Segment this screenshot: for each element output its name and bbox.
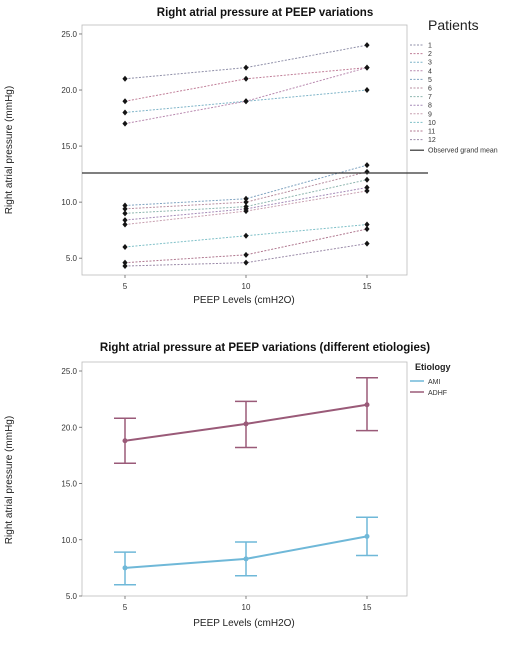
chart2-data-point-ADHF xyxy=(122,438,128,444)
chart1-legend-label-6: 6 xyxy=(428,86,432,93)
chart1-data-point xyxy=(243,208,249,215)
chart1-data-point xyxy=(243,251,249,258)
chart1-series-line-6 xyxy=(124,171,368,210)
chart1-legend-label-7: 7 xyxy=(428,94,432,101)
chart1-data-point xyxy=(122,75,128,82)
chart2-legend-title: Etiology xyxy=(415,362,451,372)
chart1-series-line-12 xyxy=(124,243,368,267)
chart2-data-point-ADHF xyxy=(364,402,370,408)
chart1-series-line-5 xyxy=(124,164,368,206)
chart1-data-point xyxy=(122,263,128,270)
chart1-legend-label-5: 5 xyxy=(428,77,432,84)
chart2-y-axis-label: Right atrial pressure (mmHg) xyxy=(4,416,15,544)
chart1-data-point xyxy=(364,184,370,191)
chart1-x-axis-label: PEEP Levels (cmH2O) xyxy=(193,295,295,306)
chart1-data-point xyxy=(243,199,249,206)
chart1-title: Right atrial pressure at PEEP variations xyxy=(157,7,373,19)
chart1-data-point xyxy=(122,109,128,116)
chart1-y-tick-label: 5.0 xyxy=(66,254,78,263)
chart1-data-point xyxy=(364,42,370,49)
chart1-data-point xyxy=(364,226,370,233)
chart1-data-point xyxy=(364,162,370,169)
chart2-legend-label-AMI: AMI xyxy=(428,379,441,386)
chart1-data-point xyxy=(243,98,249,105)
chart1-data-point xyxy=(243,195,249,202)
chart2-x-axis-label: PEEP Levels (cmH2O) xyxy=(193,618,295,629)
chart1-data-point xyxy=(122,202,128,209)
chart1-series-line-1 xyxy=(124,44,368,80)
chart2-x-tick-label: 5 xyxy=(123,603,128,612)
chart1-data-point xyxy=(122,243,128,250)
chart1-legend-label-3: 3 xyxy=(428,60,432,67)
chart-patients: Right atrial pressure at PEEP variations… xyxy=(4,7,498,306)
chart1-legend-label-grand-mean: Observed grand mean xyxy=(428,148,498,155)
chart1-data-point xyxy=(122,221,128,228)
chart1-data-point xyxy=(243,232,249,239)
chart2-x-tick-label: 15 xyxy=(363,603,372,612)
chart2-plot-area xyxy=(81,361,408,597)
chart2-data-point-AMI xyxy=(243,556,249,562)
chart1-legend-label-11: 11 xyxy=(428,129,435,136)
chart1-data-point xyxy=(364,240,370,247)
chart1-data-point xyxy=(122,205,128,212)
chart1-data-point xyxy=(364,221,370,228)
chart1-legend-label-1: 1 xyxy=(428,43,432,50)
chart1-series-line-9 xyxy=(124,190,368,226)
chart2-data-point-AMI xyxy=(122,565,128,571)
chart2-y-tick-label: 5.0 xyxy=(66,592,78,601)
chart1-data-point xyxy=(364,64,370,71)
chart1-x-tick-label: 5 xyxy=(123,282,128,291)
chart1-legend-label-2: 2 xyxy=(428,51,432,58)
chart1-data-point xyxy=(243,259,249,266)
chart-etiologies: Right atrial pressure at PEEP variations… xyxy=(4,342,451,629)
chart2-data-point-ADHF xyxy=(243,421,249,427)
chart1-series-line-7 xyxy=(124,179,368,214)
chart1-legend-title: Patients xyxy=(428,17,479,33)
chart1-data-point xyxy=(243,64,249,71)
chart1-data-point xyxy=(122,210,128,217)
chart1-x-tick-label: 10 xyxy=(242,282,251,291)
chart1-series-line-8 xyxy=(124,187,368,221)
chart1-y-tick-label: 10.0 xyxy=(61,198,77,207)
chart1-x-tick-label: 15 xyxy=(363,282,372,291)
chart2-y-tick-label: 25.0 xyxy=(61,367,77,376)
chart1-legend-label-8: 8 xyxy=(428,103,432,110)
chart1-data-point xyxy=(122,217,128,224)
chart1-legend-label-9: 9 xyxy=(428,111,432,118)
chart1-data-point xyxy=(364,87,370,94)
chart1-data-point xyxy=(122,98,128,105)
chart1-legend-label-10: 10 xyxy=(428,120,436,127)
chart2-y-tick-label: 10.0 xyxy=(61,536,77,545)
chart1-y-tick-label: 15.0 xyxy=(61,142,77,151)
chart1-y-tick-label: 20.0 xyxy=(61,86,77,95)
chart1-data-point xyxy=(243,75,249,82)
chart1-series-line-11 xyxy=(124,228,368,264)
chart2-x-tick-label: 10 xyxy=(242,603,251,612)
chart1-data-point xyxy=(364,187,370,194)
chart1-data-point xyxy=(122,120,128,127)
chart2-legend: Etiology AMI ADHF xyxy=(410,362,451,397)
chart2-y-tick-label: 20.0 xyxy=(61,423,77,432)
chart1-data-point xyxy=(364,176,370,183)
chart1-plot-area xyxy=(81,24,408,276)
chart2-data-point-AMI xyxy=(364,533,370,539)
chart1-y-tick-label: 25.0 xyxy=(61,30,77,39)
chart1-legend-label-12: 12 xyxy=(428,137,436,144)
chart2-legend-label-ADHF: ADHF xyxy=(428,390,447,397)
chart2-title: Right atrial pressure at PEEP variations… xyxy=(100,342,430,354)
chart1-legend-label-4: 4 xyxy=(428,68,432,75)
chart2-y-tick-label: 15.0 xyxy=(61,480,77,489)
chart1-y-axis-label: Right atrial pressure (mmHg) xyxy=(4,86,15,214)
chart1-data-point xyxy=(122,259,128,266)
